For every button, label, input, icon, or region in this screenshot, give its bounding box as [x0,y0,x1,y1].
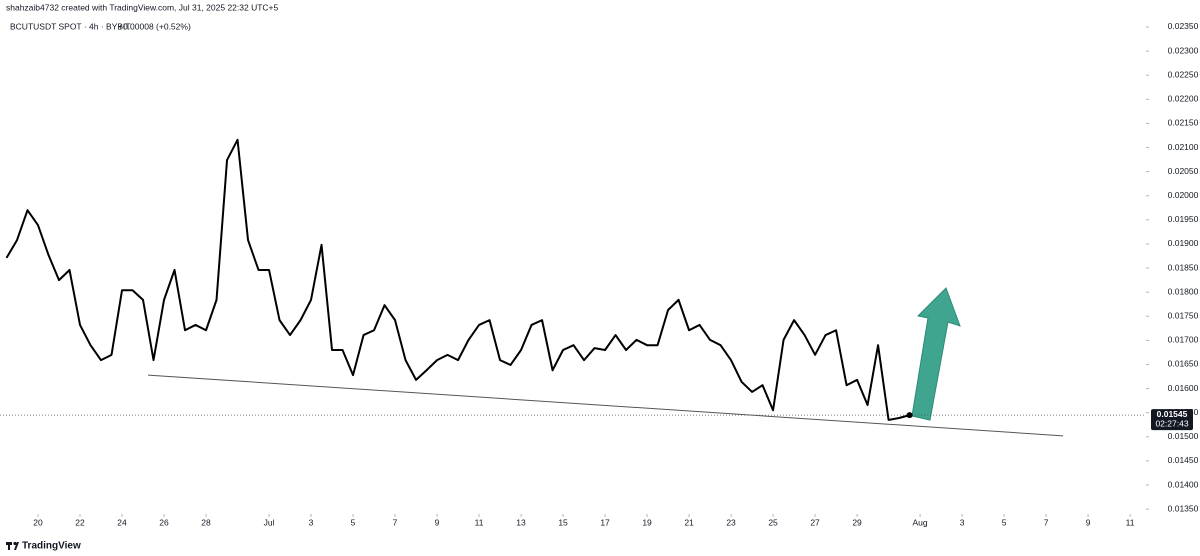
x-tick-label: 9 [1086,517,1091,527]
x-tick-label: 27 [810,517,820,527]
credit: shahzaib4732 created with TradingView.co… [6,2,279,12]
y-tick-label: 0.01350 [1168,503,1199,513]
x-tick-label: 11 [475,517,484,527]
x-tick-label: 28 [201,517,211,527]
y-tick-label: 0.02250 [1168,69,1199,79]
x-tick-label: 7 [393,517,398,527]
countdown: 02:27:43 [1155,418,1188,428]
y-tick-label: 0.02100 [1168,142,1199,152]
y-tick-label: 0.02200 [1168,94,1199,104]
x-tick-label: 23 [726,517,736,527]
y-tick-label: 0.01700 [1168,335,1199,345]
price-line [5,138,910,421]
brand: TradingView [22,541,81,552]
x-tick-label: 3 [960,517,965,527]
y-tick-label: 0.01950 [1168,214,1199,224]
x-tick-label: 11 [1126,517,1135,527]
symbol-legend: BCUTUSDT SPOT · 4h · BYBIT [10,21,131,31]
x-tick-label: 13 [516,517,526,527]
last-point [906,412,913,419]
price-label: 0.01545 [1157,409,1188,419]
x-tick-label: 5 [1002,517,1007,527]
price-label-box [1151,409,1193,431]
x-tick-label: 17 [600,517,610,527]
x-tick-label: 21 [684,517,694,527]
y-tick-label: 0.02150 [1168,118,1199,128]
x-tick-label: Aug [913,517,928,527]
x-tick-label: 24 [117,517,127,527]
y-tick-label: 0.01500 [1168,431,1199,441]
trendline [148,374,1064,437]
arrow [911,287,961,421]
x-tick-label: 22 [75,517,85,527]
y-tick-label: 0.02350 [1168,21,1199,31]
y-tick-label: 0.02300 [1168,45,1199,55]
x-tick-label: 3 [309,517,314,527]
y-tick-label: 0.01600 [1168,383,1199,393]
x-tick-label: 19 [642,517,652,527]
logo [6,541,19,550]
y-tick-label: 0.02050 [1168,166,1199,176]
y-tick-label: 0.01800 [1168,286,1199,296]
y-tick-label: 0.01750 [1168,311,1199,321]
x-tick-label: 7 [1044,517,1049,527]
change: +0.00008 (+0.52%) [118,21,191,31]
x-tick-label: 26 [159,517,169,527]
x-tick-label: Jul [264,517,275,527]
y-tick-label: 0.01900 [1168,238,1199,248]
x-tick-label: 20 [33,517,43,527]
x-tick-label: 25 [768,517,778,527]
y-tick-label: 0.01400 [1168,479,1199,489]
y-tick-label: 0.01850 [1168,262,1199,272]
y-tick-label: 0.01650 [1168,359,1199,369]
x-tick-label: 9 [435,517,440,527]
x-tick-label: 29 [852,517,862,527]
y-tick-label: 0.02000 [1168,190,1199,200]
x-tick-label: 15 [558,517,568,527]
y-tick-label: 0.01450 [1168,455,1199,465]
x-tick-label: 5 [351,517,356,527]
